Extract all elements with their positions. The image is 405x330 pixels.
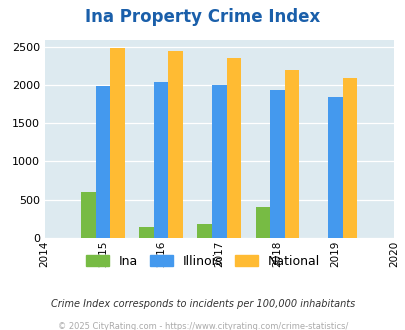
Bar: [211, 84, 226, 238]
Bar: [226, 58, 241, 238]
Bar: [95, 86, 110, 238]
Bar: [255, 207, 269, 238]
Bar: [284, 70, 298, 238]
Bar: [110, 48, 124, 238]
Bar: [81, 192, 95, 238]
Bar: [168, 51, 182, 238]
Bar: [342, 78, 356, 238]
Bar: [153, 82, 168, 238]
Bar: [269, 90, 284, 238]
Legend: Ina, Illinois, National: Ina, Illinois, National: [81, 249, 324, 273]
Bar: [328, 97, 342, 238]
Bar: [139, 227, 153, 238]
Text: Crime Index corresponds to incidents per 100,000 inhabitants: Crime Index corresponds to incidents per…: [51, 299, 354, 309]
Text: © 2025 CityRating.com - https://www.cityrating.com/crime-statistics/: © 2025 CityRating.com - https://www.city…: [58, 322, 347, 330]
Text: Ina Property Crime Index: Ina Property Crime Index: [85, 8, 320, 26]
Bar: [197, 223, 211, 238]
